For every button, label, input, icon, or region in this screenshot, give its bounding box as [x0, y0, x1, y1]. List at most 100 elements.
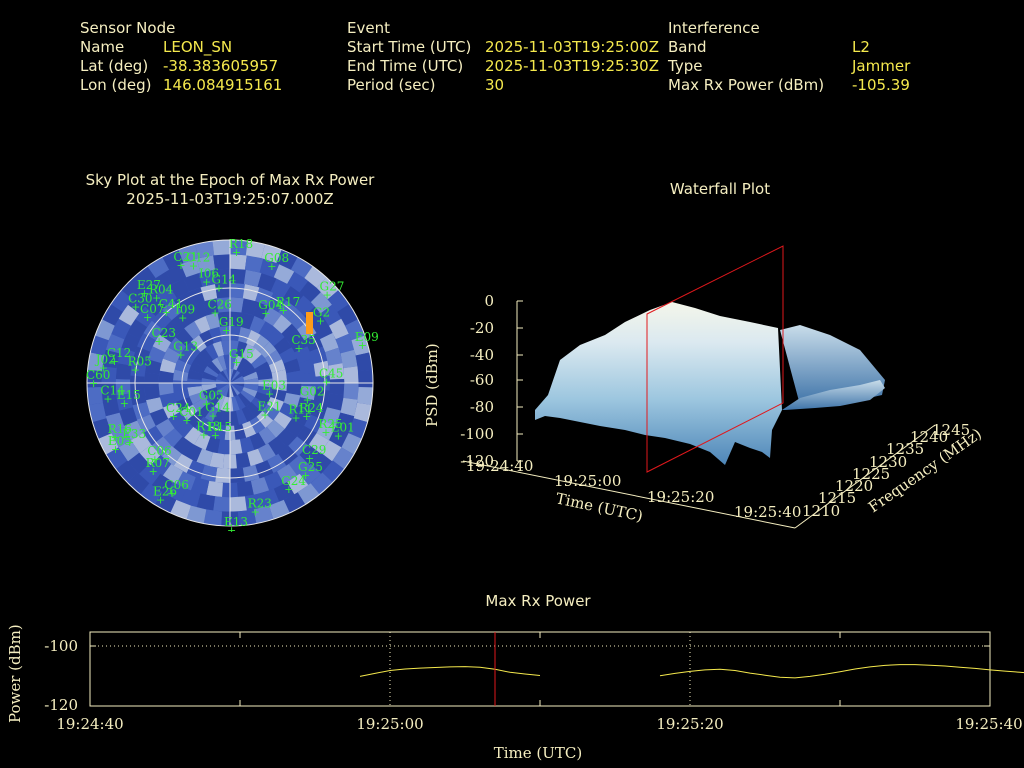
- sky-tile: [286, 370, 302, 383]
- sky-tile: [332, 447, 354, 470]
- sky-tile: [92, 418, 112, 439]
- satellite-marker: +: [169, 410, 178, 423]
- sky-tile: [127, 472, 150, 495]
- sky-tile: [249, 416, 266, 434]
- sky-tile: [162, 402, 181, 419]
- satellite-marker: +: [208, 410, 217, 423]
- sky-tile: [319, 332, 339, 353]
- sky-tile: [102, 397, 120, 417]
- sky-tile: [130, 389, 147, 406]
- sky-tile: [205, 312, 221, 330]
- satellite-marker: +: [162, 306, 171, 319]
- waterfall-z-axis-label: PSD (dBm): [423, 343, 441, 427]
- satellite-marker: +: [210, 306, 219, 319]
- sky-tile: [127, 319, 148, 340]
- sky-tile: [327, 289, 350, 312]
- sky-tile: [219, 370, 230, 383]
- sky-tile: [175, 419, 194, 438]
- sky-tile: [241, 406, 256, 423]
- z-tick: -120: [460, 452, 494, 470]
- satellite-marker: +: [303, 393, 312, 406]
- sky-tile: [239, 361, 253, 375]
- sky-tile: [169, 278, 190, 299]
- sky-tile: [320, 440, 342, 462]
- sky-tile: [230, 383, 234, 398]
- sky-tile: [230, 383, 241, 396]
- sky-tile: [271, 369, 288, 381]
- sky-tile: [235, 452, 251, 469]
- satellite-marker: +: [103, 393, 112, 406]
- sky-tile: [242, 421, 257, 438]
- satellite-marker: +: [301, 469, 310, 482]
- skyplot: +R18+C21+C12+G08+E27+R04+I06+G14+C30+C07…: [86, 237, 379, 532]
- z-tick: -80: [470, 398, 494, 416]
- sky-tile: [278, 445, 299, 466]
- sky-tile: [340, 397, 358, 417]
- sky-tile: [253, 334, 270, 352]
- sky-tile: [230, 496, 247, 512]
- sky-tile: [242, 387, 258, 398]
- sky-tile: [255, 460, 274, 479]
- sky-tile: [132, 402, 151, 420]
- satellite-marker: +: [143, 311, 152, 324]
- power-x-axis-label: Time (UTC): [494, 744, 583, 762]
- sky-tile: [115, 363, 132, 380]
- sky-tile: [283, 358, 301, 374]
- waterfall-x-tick-labels: 19:24:40 19:25:00 19:25:20 19:25:40: [466, 457, 801, 521]
- satellite-marker: +: [322, 376, 331, 389]
- satellite-label: R15: [208, 420, 232, 434]
- sky-tile: [230, 369, 238, 383]
- sky-tile: [219, 383, 230, 396]
- sky-tile: [212, 240, 230, 256]
- satellite-label: E09: [355, 330, 379, 344]
- power-series: [359, 664, 1024, 679]
- sky-tile: [205, 436, 221, 454]
- sky-tile: [257, 273, 277, 292]
- satellite-label: C07: [140, 302, 164, 316]
- sky-tile: [273, 337, 292, 355]
- satellite-label: G14: [211, 272, 236, 286]
- satellite-marker: +: [227, 524, 236, 532]
- sky-tile: [287, 473, 309, 495]
- sky-tile: [241, 343, 256, 360]
- y-tick: 1210: [802, 502, 840, 520]
- sky-tile: [168, 411, 187, 429]
- sky-tile: [168, 314, 188, 334]
- sky-tile: [105, 412, 125, 433]
- sky-tile: [118, 304, 140, 326]
- sky-tile: [212, 409, 225, 425]
- sky-tile: [144, 295, 166, 317]
- sky-tile: [213, 424, 226, 440]
- sky-tile: [308, 433, 330, 454]
- sky-tile: [204, 406, 219, 423]
- sky-tile: [217, 311, 230, 327]
- skyplot-title: Sky Plot at the Epoch of Max Rx Power: [85, 171, 375, 189]
- sky-tile: [159, 323, 179, 343]
- satellite-marker: +: [291, 411, 300, 424]
- satellite-marker: +: [294, 342, 303, 355]
- sky-tile: [239, 312, 255, 330]
- satellite-marker: +: [302, 410, 311, 423]
- satellite-marker: +: [167, 487, 176, 500]
- sky-tile: [111, 426, 131, 448]
- sky-tile: [226, 383, 230, 398]
- sky-tile: [88, 402, 107, 423]
- waterfall-plot: 0 -20 -40 -60 -80 -100 -120 19:24:40 19:…: [423, 245, 985, 529]
- sky-tile: [207, 361, 221, 375]
- power-y-axis-label: Power (dBm): [6, 624, 24, 723]
- satellite-label: R16: [108, 422, 132, 436]
- sensor-lat-label: Lat (deg): [80, 57, 149, 75]
- sky-tile: [310, 291, 333, 314]
- satellite-label: R13: [196, 419, 220, 433]
- sky-tile: [230, 375, 244, 383]
- satellite-label: J02: [94, 352, 116, 366]
- sky-tile: [172, 369, 189, 381]
- sky-tile: [237, 509, 257, 526]
- sky-tile: [296, 397, 315, 414]
- satellite-label: R07: [146, 456, 170, 470]
- epoch-marker-plane: [646, 245, 784, 473]
- interference-band-value: L2: [852, 38, 870, 56]
- power-series-line: [359, 666, 541, 677]
- satellite-marker: +: [265, 387, 274, 400]
- satellite-label: G15: [229, 347, 254, 361]
